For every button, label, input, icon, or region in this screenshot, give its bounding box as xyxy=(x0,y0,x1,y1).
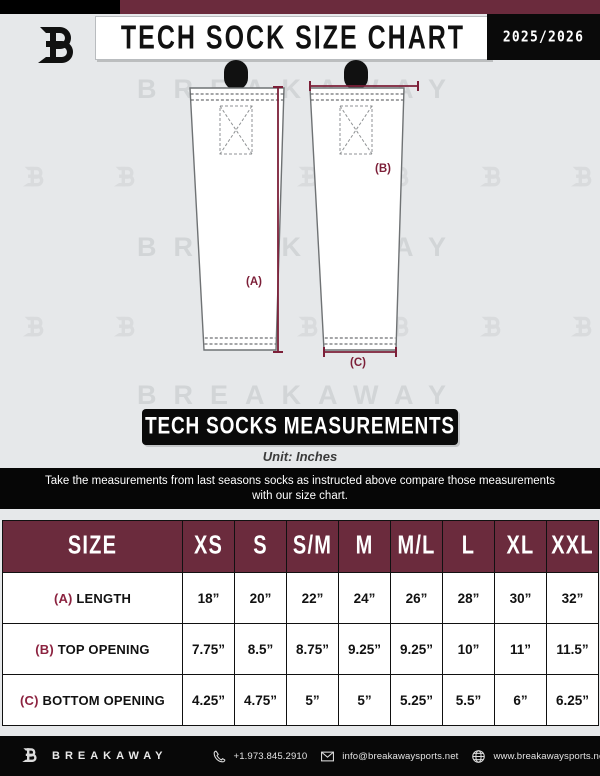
breakaway-b-watermark-icon xyxy=(571,316,592,337)
instruction-text: Take the measurements from last seasons … xyxy=(44,474,556,502)
breakaway-b-watermark-icon xyxy=(114,166,135,187)
measurements-heading-text: TECH SOCKS MEASUREMENTS xyxy=(145,413,455,440)
column-header-size: SIZE xyxy=(2,520,183,573)
watermark-text: BREAKAWAY xyxy=(136,380,464,410)
top-color-strip xyxy=(0,0,600,14)
footer-website-text: www.breakawaysports.net xyxy=(493,750,600,762)
column-header-ml: M/L xyxy=(390,520,443,573)
breakaway-b-watermark-icon xyxy=(114,316,135,337)
phone-icon xyxy=(213,750,225,762)
column-header-xs: XS xyxy=(182,520,235,573)
size-table-container: SIZE XS S S/M M M/L L XL XXL (A) LENGTH … xyxy=(2,520,599,726)
cell-bottom-s: 4.75” xyxy=(234,674,287,726)
instruction-banner: Take the measurements from last seasons … xyxy=(0,468,600,509)
cell-top-xs: 7.75” xyxy=(182,623,235,675)
column-header-sm: S/M xyxy=(286,520,339,573)
season-badge: 2025/2026 xyxy=(487,14,600,60)
cell-length-sm: 22” xyxy=(286,572,339,624)
cell-bottom-xxl: 6.25” xyxy=(546,674,599,726)
cell-top-m: 9.25” xyxy=(338,623,391,675)
measure-label-a: (A) xyxy=(246,276,262,288)
column-header-s: S xyxy=(234,520,287,573)
cell-top-sm: 8.75” xyxy=(286,623,339,675)
cell-top-xxl: 11.5” xyxy=(546,623,599,675)
logo-placement-box xyxy=(219,105,253,155)
footer-website[interactable]: www.breakawaysports.net xyxy=(471,749,600,764)
breakaway-b-watermark-icon xyxy=(479,316,501,337)
envelope-icon xyxy=(321,751,335,761)
cell-length-l: 28” xyxy=(442,572,495,624)
page-title: TECH SOCK SIZE CHART xyxy=(95,16,491,60)
cell-length-m: 24” xyxy=(338,572,391,624)
sock-top-tab xyxy=(344,60,368,90)
cell-length-xs: 18” xyxy=(182,572,235,624)
row-label-bottom-opening: (C) BOTTOM OPENING xyxy=(2,674,183,726)
column-header-xxl: XXL xyxy=(546,520,599,573)
cell-length-xl: 30” xyxy=(494,572,547,624)
footer-bar: BREAKAWAY +1.973.845.2910 info@breakaway… xyxy=(0,736,600,776)
row-label-top-opening: (B) TOP OPENING xyxy=(2,623,183,675)
column-header-xl: XL xyxy=(494,520,547,573)
page-title-text: TECH SOCK SIZE CHART xyxy=(120,18,466,57)
column-header-m: M xyxy=(338,520,391,573)
size-table: SIZE XS S S/M M M/L L XL XXL (A) LENGTH … xyxy=(2,520,599,726)
logo-placement-box xyxy=(339,105,373,155)
table-header-row: SIZE XS S S/M M M/L L XL XXL xyxy=(2,520,599,573)
cell-length-s: 20” xyxy=(234,572,287,624)
footer-contacts: +1.973.845.2910 info@breakawaysports.net… xyxy=(212,749,600,764)
table-row: (B) TOP OPENING 7.75” 8.5” 8.75” 9.25” 9… xyxy=(2,623,599,675)
breakaway-b-watermark-icon xyxy=(22,166,44,187)
breakaway-b-watermark-icon xyxy=(22,316,44,337)
footer-phone-text: +1.973.845.2910 xyxy=(233,750,308,762)
footer-email[interactable]: info@breakawaysports.net xyxy=(320,749,458,764)
sock-diagram-area: (A) (B) (C) xyxy=(0,60,600,405)
cell-bottom-xl: 6” xyxy=(494,674,547,726)
breakaway-b-logo-icon xyxy=(26,14,88,76)
row-label-length: (A) LENGTH xyxy=(2,572,183,624)
breakaway-b-watermark-icon xyxy=(296,166,318,187)
sock-illustration-length: (A) xyxy=(180,60,310,370)
cell-bottom-l: 5.5” xyxy=(442,674,495,726)
breakaway-b-watermark-icon xyxy=(571,166,592,187)
breakaway-b-watermark-icon xyxy=(479,166,501,187)
cell-top-ml: 9.25” xyxy=(390,623,443,675)
top-black-strip xyxy=(0,0,120,14)
sock-top-tab xyxy=(224,60,248,90)
cell-bottom-ml: 5.25” xyxy=(390,674,443,726)
season-badge-text: 2025/2026 xyxy=(502,28,585,46)
breakaway-b-logo-icon xyxy=(22,748,37,762)
footer-email-text: info@breakawaysports.net xyxy=(342,750,459,762)
column-header-l: L xyxy=(442,520,495,573)
footer-brand-name: BREAKAWAY xyxy=(52,750,168,762)
cell-bottom-xs: 4.25” xyxy=(182,674,235,726)
footer-logo: BREAKAWAY xyxy=(18,744,168,768)
cell-length-xxl: 32” xyxy=(546,572,599,624)
table-row: (C) BOTTOM OPENING 4.25” 4.75” 5” 5” 5.2… xyxy=(2,674,599,726)
breakaway-b-watermark-icon xyxy=(296,316,318,337)
table-row: (A) LENGTH 18” 20” 22” 24” 26” 28” 30” 3… xyxy=(2,572,599,624)
cell-bottom-m: 5” xyxy=(338,674,391,726)
measure-label-c: (C) xyxy=(350,357,366,369)
cell-top-s: 8.5” xyxy=(234,623,287,675)
measure-label-b: (B) xyxy=(375,163,391,175)
cell-top-l: 10” xyxy=(442,623,495,675)
unit-label: Unit: Inches xyxy=(262,449,338,464)
footer-phone[interactable]: +1.973.845.2910 xyxy=(212,749,308,764)
sock-illustration-openings: (B) (C) xyxy=(300,60,440,380)
measurements-heading: TECH SOCKS MEASUREMENTS xyxy=(142,409,458,445)
cell-bottom-sm: 5” xyxy=(286,674,339,726)
cell-top-xl: 11” xyxy=(494,623,547,675)
globe-icon xyxy=(472,749,486,763)
cell-length-ml: 26” xyxy=(390,572,443,624)
